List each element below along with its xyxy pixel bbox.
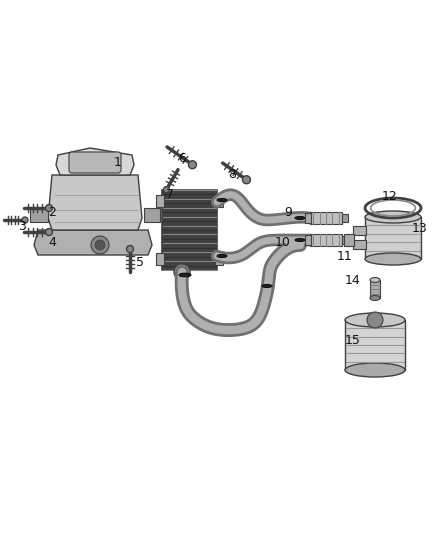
- Circle shape: [91, 236, 109, 254]
- Bar: [305, 213, 311, 223]
- Polygon shape: [48, 175, 142, 230]
- Ellipse shape: [365, 253, 421, 265]
- Bar: [30, 208, 48, 222]
- Circle shape: [367, 312, 383, 328]
- Circle shape: [188, 161, 197, 169]
- Text: 9: 9: [284, 206, 292, 219]
- Text: 13: 13: [412, 222, 428, 235]
- Text: 5: 5: [136, 255, 144, 269]
- Ellipse shape: [262, 285, 272, 287]
- Text: 1: 1: [114, 157, 122, 169]
- Text: 6: 6: [178, 151, 186, 165]
- Ellipse shape: [179, 273, 191, 277]
- Bar: [156, 195, 164, 207]
- Bar: [156, 253, 164, 265]
- Text: 3: 3: [18, 221, 26, 233]
- Bar: [310, 212, 342, 224]
- Text: 7: 7: [166, 189, 174, 201]
- Bar: [345, 320, 405, 370]
- FancyBboxPatch shape: [69, 152, 121, 173]
- Ellipse shape: [345, 363, 405, 377]
- Circle shape: [127, 246, 134, 253]
- Circle shape: [46, 229, 53, 236]
- Bar: [310, 234, 342, 246]
- Ellipse shape: [370, 278, 380, 282]
- Bar: [162, 190, 217, 270]
- Bar: [370, 280, 380, 298]
- Text: 4: 4: [48, 237, 56, 249]
- Bar: [215, 195, 223, 207]
- Ellipse shape: [217, 254, 227, 257]
- Ellipse shape: [345, 313, 405, 327]
- Bar: [215, 253, 223, 265]
- Bar: [365, 217, 421, 259]
- Text: 8: 8: [228, 168, 236, 182]
- Circle shape: [46, 205, 53, 212]
- Circle shape: [243, 176, 251, 184]
- Text: 11: 11: [337, 249, 353, 262]
- Text: 2: 2: [48, 206, 56, 220]
- Text: 10: 10: [275, 237, 291, 249]
- Bar: [353, 226, 366, 235]
- Bar: [305, 235, 311, 245]
- Bar: [344, 234, 354, 246]
- Ellipse shape: [217, 198, 227, 201]
- Ellipse shape: [295, 238, 305, 241]
- Circle shape: [163, 187, 170, 192]
- Text: 15: 15: [345, 334, 361, 346]
- Circle shape: [95, 240, 105, 250]
- Polygon shape: [56, 148, 134, 175]
- Text: 14: 14: [345, 274, 361, 287]
- Bar: [342, 236, 348, 244]
- Bar: [342, 214, 348, 222]
- Polygon shape: [34, 230, 152, 255]
- Bar: [353, 240, 366, 249]
- Ellipse shape: [365, 211, 421, 223]
- Ellipse shape: [370, 295, 380, 301]
- Bar: [144, 208, 160, 222]
- Ellipse shape: [295, 216, 305, 220]
- Circle shape: [22, 217, 28, 223]
- Text: 12: 12: [382, 190, 398, 203]
- Circle shape: [174, 264, 190, 280]
